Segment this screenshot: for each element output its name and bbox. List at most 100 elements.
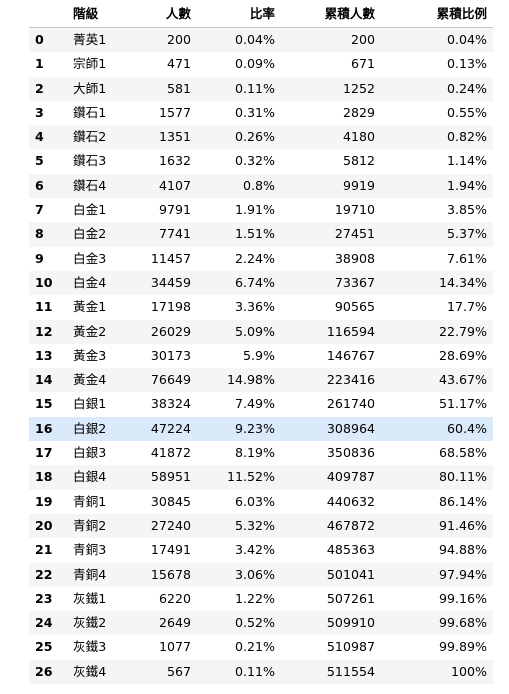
rate-cell: 7.49% (234, 396, 275, 412)
cumulative-rate-cell: 100% (450, 663, 487, 679)
row-index: 20 (35, 517, 53, 533)
rate-cell: 1.51% (234, 226, 275, 242)
rate-cell: 6.74% (234, 274, 275, 290)
table-row: 1 宗師1 471 0.09% 671 0.13% (29, 52, 493, 77)
cumulative-rate-cell: 99.68% (438, 615, 487, 631)
tier-cell: 白金2 (73, 226, 107, 242)
count-cell: 6220 (158, 590, 191, 606)
count-cell: 1077 (158, 639, 191, 655)
row-index: 22 (35, 566, 53, 582)
tier-cell: 白銀1 (73, 396, 107, 412)
index-header (29, 0, 69, 28)
table-row: 19 青銅1 30845 6.03% 440632 86.14% (29, 489, 493, 514)
tier-cell: 灰鐵3 (73, 639, 107, 655)
rate-cell: 0.26% (234, 129, 275, 145)
table-row: 15 白銀1 38324 7.49% 261740 51.17% (29, 392, 493, 417)
cumulative-rate-cell: 99.16% (438, 590, 487, 606)
row-index: 15 (35, 396, 53, 412)
cumulative-count-cell: 5812 (342, 153, 375, 169)
cumulative-rate-cell: 22.79% (438, 323, 487, 339)
table-row: 20 青銅2 27240 5.32% 467872 91.46% (29, 513, 493, 539)
table-row: 13 黃金3 30173 5.9% 146767 28.69% (29, 343, 493, 369)
row-index: 21 (35, 542, 53, 558)
cumulative-rate-cell: 43.67% (438, 372, 487, 388)
count-cell: 200 (166, 32, 191, 47)
cumulative-count-cell: 501041 (326, 566, 375, 582)
rate-cell: 11.52% (226, 469, 275, 485)
cumulative-rate-cell: 0.55% (446, 104, 487, 120)
tier-cell: 黃金1 (73, 299, 107, 315)
cumulative-rate-cell: 60.4% (446, 420, 487, 436)
count-header: 人數 (125, 0, 197, 28)
table-row: 14 黃金4 76649 14.98% 223416 43.67% (29, 368, 493, 393)
row-index: 3 (35, 104, 44, 120)
table-header: 階級 人數 比率 累積人數 累積比例 (29, 0, 493, 28)
table-row: 5 鑽石3 1632 0.32% 5812 1.14% (29, 149, 493, 174)
cumulative-count-cell: 507261 (326, 590, 375, 606)
cumulative-count-cell: 1252 (342, 80, 375, 96)
tier-cell: 黃金3 (73, 347, 107, 363)
count-cell: 76649 (150, 372, 191, 388)
tier-cell: 鑽石1 (73, 104, 107, 120)
tier-cell: 鑽石2 (73, 129, 107, 145)
row-index: 1 (35, 56, 44, 72)
row-index: 8 (35, 226, 44, 242)
cumulative-rate-cell: 0.82% (446, 129, 487, 145)
table-row: 22 青銅4 15678 3.06% 501041 97.94% (29, 562, 493, 587)
cumulative-rate-cell: 0.13% (446, 56, 487, 72)
rate-cell: 3.42% (234, 542, 275, 558)
count-cell: 41872 (150, 445, 191, 461)
rate-cell: 0.32% (234, 153, 275, 169)
table-row: 8 白金2 7741 1.51% 27451 5.37% (29, 222, 493, 247)
header-row: 階級 人數 比率 累積人數 累積比例 (29, 0, 493, 28)
rate-cell: 1.91% (234, 202, 275, 218)
cumulative-rate-cell: 0.04% (446, 32, 487, 47)
row-index: 17 (35, 445, 53, 461)
table-row: 11 黃金1 17198 3.36% 90565 17.7% (29, 295, 493, 320)
table-row: 4 鑽石2 1351 0.26% 4180 0.82% (29, 125, 493, 150)
count-cell: 567 (166, 663, 191, 679)
cumulative-count-cell: 4180 (342, 129, 375, 145)
cumulative-count-cell: 27451 (334, 226, 375, 242)
cumulative-count-cell: 409787 (326, 469, 375, 485)
cumulative-count-header: 累積人數 (281, 0, 381, 28)
row-index: 16 (35, 420, 53, 436)
rate-cell: 8.19% (234, 445, 275, 461)
row-index: 18 (35, 469, 53, 485)
table-row: 3 鑽石1 1577 0.31% 2829 0.55% (29, 100, 493, 126)
table-row: 10 白金4 34459 6.74% 73367 14.34% (29, 270, 493, 296)
row-index: 10 (35, 274, 53, 290)
cumulative-rate-cell: 80.11% (438, 469, 487, 485)
dataframe-output: 階級 人數 比率 累積人數 累積比例 0 菁英1 200 0.04% 200 0.04% 1… (29, 0, 493, 694)
table-row: 17 白銀3 41872 8.19% 350836 68.58% (29, 441, 493, 466)
rate-cell: 0.31% (234, 104, 275, 120)
tier-cell: 青銅2 (73, 517, 107, 533)
cumulative-count-cell: 440632 (326, 493, 375, 509)
tier-cell: 黃金4 (73, 372, 107, 388)
rate-cell: 1.22% (234, 590, 275, 606)
cumulative-rate-cell: 5.37% (446, 226, 487, 242)
cumulative-count-cell: 19710 (334, 202, 375, 218)
count-cell: 38324 (150, 396, 191, 412)
tier-cell: 白金3 (73, 250, 107, 266)
table-row: 23 灰鐵1 6220 1.22% 507261 99.16% (29, 586, 493, 612)
rate-cell: 0.8% (243, 177, 275, 193)
count-cell: 34459 (150, 274, 191, 290)
table-row: 21 青銅3 17491 3.42% 485363 94.88% (29, 538, 493, 563)
count-cell: 17198 (150, 299, 191, 315)
tier-cell: 青銅3 (73, 542, 107, 558)
rate-cell: 14.98% (226, 372, 275, 388)
rate-cell: 3.36% (234, 299, 275, 315)
table-row: 7 白金1 9791 1.91% 19710 3.85% (29, 198, 493, 223)
row-index: 26 (35, 663, 53, 679)
cumulative-count-cell: 9919 (342, 177, 375, 193)
table-row: 24 灰鐵2 2649 0.52% 509910 99.68% (29, 611, 493, 636)
cumulative-count-cell: 510987 (326, 639, 375, 655)
cumulative-count-cell: 223416 (326, 372, 375, 388)
count-cell: 17491 (150, 542, 191, 558)
table-row: 16 白銀2 47224 9.23% 308964 60.4% (29, 416, 493, 442)
tier-cell: 黃金2 (73, 323, 107, 339)
cumulative-rate-cell: 91.46% (438, 517, 487, 533)
count-cell: 471 (166, 56, 191, 72)
count-cell: 1351 (158, 129, 191, 145)
